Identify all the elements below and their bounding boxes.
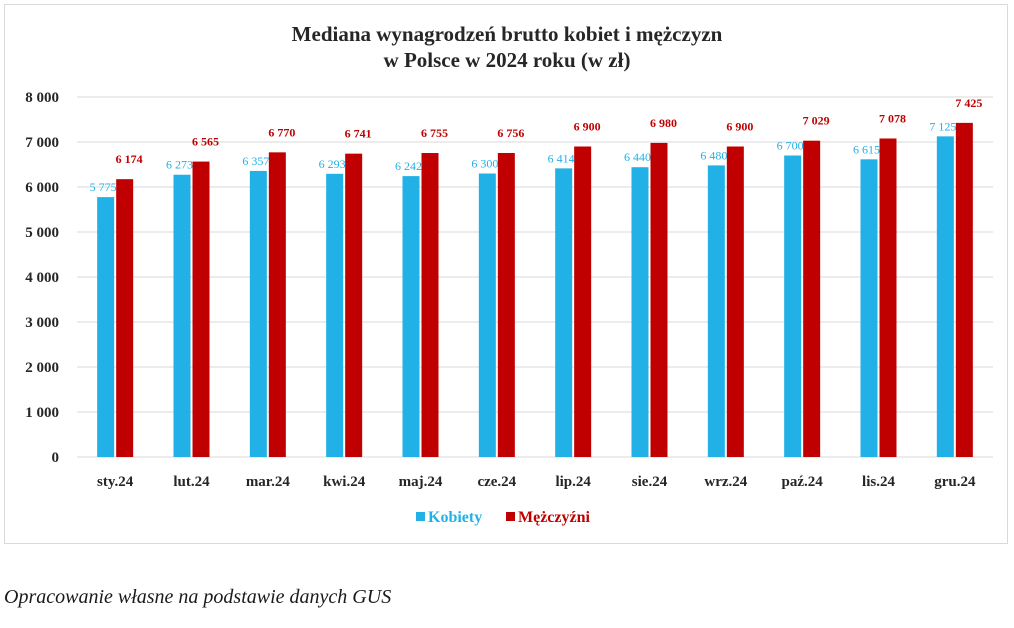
bar-mezczyzni [345,153,363,457]
bar-kobiety [249,170,267,457]
bar-mezczyzni [497,152,515,458]
bar-kobiety [784,155,802,457]
gridlines [77,96,993,458]
y-tick-label: 0 [52,450,60,466]
source-caption: Opracowanie własne na podstawie danych G… [4,586,392,608]
data-label-kobiety: 6 242 [395,159,422,173]
legend-swatch-mezczyzni [506,512,515,521]
data-label-kobiety: 6 300 [471,157,498,171]
data-label-kobiety: 6 293 [319,157,346,171]
data-label-mezczyzni: 6 756 [497,126,524,140]
x-tick-label: wrz.24 [704,474,747,490]
data-label-mezczyzni: 7 425 [955,96,982,110]
y-tick-label: 8 000 [25,90,59,106]
bar-kobiety [631,167,649,457]
y-tick-label: 7 000 [25,135,59,151]
bar-kobiety [97,197,115,457]
data-label-mezczyzni: 6 174 [116,152,143,166]
chart-title-line-1: Mediana wynagrodzeń brutto kobiet i mężc… [292,22,723,46]
x-tick-label: cze.24 [477,474,516,490]
data-label-mezczyzni: 6 900 [726,120,753,134]
x-tick-label: mar.24 [246,474,291,490]
data-labels: 5 775 6 174 6 273 6 565 6 357 6 770 6 293 6 741… [90,96,983,194]
bar-mezczyzni [726,146,744,457]
data-label-mezczyzni: 6 741 [345,127,372,141]
legend: Kobiety Mężczyźni [416,509,591,526]
y-tick-label: 2 000 [25,360,59,376]
x-tick-label: gru.24 [934,474,976,490]
bar-mezczyzni [192,161,210,457]
chart-title-line-2: w Polsce w 2024 roku (w zł) [384,48,631,72]
bar-mezczyzni [268,152,286,457]
data-label-kobiety: 6 357 [242,154,269,168]
x-tick-label: lip.24 [555,474,591,490]
data-label-kobiety: 6 700 [777,139,804,153]
y-axis-ticks: 0 1 000 2 000 3 000 4 000 5 000 6 000 7 000 8 00… [25,90,59,466]
y-tick-label: 3 000 [25,315,59,331]
bar-kobiety [478,173,496,457]
x-axis-ticks: sty.24 lut.24 mar.24 kwi.24 maj.24 cze.24 lip.… [97,474,976,490]
bar-mezczyzni [421,153,439,457]
bar-kobiety [555,168,573,457]
bar-kobiety [173,174,191,457]
bar-kobiety [326,173,344,457]
bar-mezczyzni [879,138,897,458]
bar-kobiety [860,159,878,457]
data-label-kobiety: 6 273 [166,158,193,172]
bar-mezczyzni [574,146,592,457]
y-tick-label: 6 000 [25,180,59,196]
x-tick-label: sty.24 [97,474,134,490]
bar-kobiety [936,136,954,457]
data-label-kobiety: 7 125 [929,119,956,133]
data-label-kobiety: 6 414 [548,151,575,165]
bar-mezczyzni [803,140,821,457]
legend-swatch-kobiety [416,512,425,521]
y-tick-label: 4 000 [25,270,59,286]
x-tick-label: kwi.24 [323,474,366,490]
legend-label-kobiety: Kobiety [428,509,482,526]
legend-label-mezczyzni: Mężczyźni [518,509,591,526]
data-label-kobiety: 6 615 [853,142,880,156]
bar-kobiety [402,176,420,458]
data-label-mezczyzni: 7 029 [803,114,830,128]
data-label-mezczyzni: 6 565 [192,135,219,149]
x-tick-label: paź.24 [782,474,824,490]
x-tick-label: lis.24 [862,474,895,490]
bar-chart: Mediana wynagrodzeń brutto kobiet i mężc… [25,22,993,526]
bars [97,122,973,458]
data-label-kobiety: 6 480 [700,148,727,162]
x-tick-label: maj.24 [399,474,443,490]
data-label-mezczyzni: 6 900 [574,120,601,134]
bar-kobiety [707,165,725,457]
data-label-mezczyzni: 6 755 [421,126,448,140]
data-label-mezczyzni: 6 770 [268,125,295,139]
x-tick-label: sie.24 [632,474,668,490]
data-label-kobiety: 6 440 [624,150,651,164]
y-tick-label: 1 000 [25,405,59,421]
chart-frame: Mediana wynagrodzeń brutto kobiet i mężc… [4,4,1008,544]
data-label-mezczyzni: 7 078 [879,111,906,125]
data-label-mezczyzni: 6 980 [650,116,677,130]
x-tick-label: lut.24 [173,474,210,490]
y-tick-label: 5 000 [25,225,59,241]
bar-mezczyzni [116,179,134,458]
data-label-kobiety: 5 775 [90,180,117,194]
bar-mezczyzni [650,142,668,457]
bar-mezczyzni [955,122,973,457]
